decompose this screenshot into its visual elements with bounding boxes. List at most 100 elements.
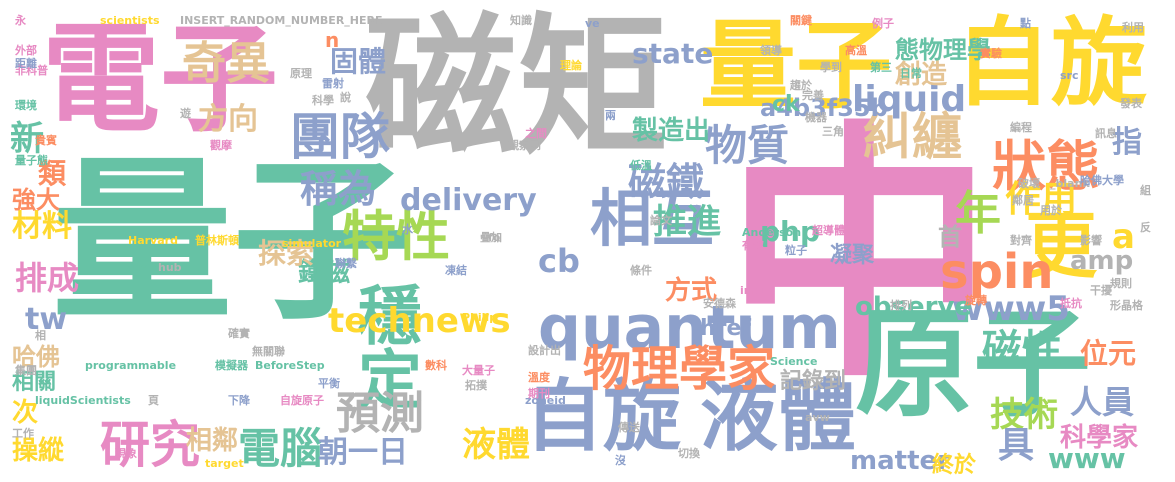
word: 奇異 [182, 38, 270, 89]
word: 磁矩 [365, 0, 669, 176]
word: 材料 [12, 209, 72, 244]
word: 設計出 [528, 344, 561, 357]
word: Philip [462, 311, 498, 324]
word: 破壞 [1018, 177, 1040, 190]
word: 稱為 [300, 167, 377, 211]
word: 鐵磁 [298, 258, 351, 288]
word: 疊加 [480, 231, 502, 244]
word: 日常 [900, 67, 922, 80]
word: state [632, 37, 714, 70]
word: tw [25, 302, 68, 337]
word: 論文 [650, 214, 672, 227]
word: 期刊 [528, 387, 550, 400]
word: 高溫 [845, 44, 867, 57]
word: 知識 [510, 14, 532, 27]
word: 條件 [630, 264, 652, 277]
word: a [1112, 217, 1135, 257]
word: 觀察到 [508, 139, 541, 152]
word: 規則 [1110, 277, 1132, 290]
word: 說 [340, 91, 351, 104]
word: 相關 [12, 370, 57, 395]
word: 對齊 [1010, 234, 1032, 247]
word: 穩定 [347, 282, 421, 410]
word: 磁性 [982, 327, 1062, 373]
word: 液體 [700, 372, 857, 462]
word: 特性 [342, 205, 450, 268]
word: 溫度 [528, 371, 550, 384]
word: technews [328, 301, 511, 341]
word: 創造 [895, 60, 948, 90]
word: 類 [38, 157, 67, 190]
word: php [760, 215, 821, 248]
word: 自旋 [955, 7, 1147, 119]
word: 關鍵 [790, 14, 812, 27]
word: 編程 [1010, 121, 1032, 134]
word: spin [940, 244, 1054, 300]
word: 有趣 [742, 239, 764, 252]
word: 量子 [52, 141, 413, 344]
word: ck [772, 92, 800, 117]
word: href [700, 316, 752, 341]
word: 觀摩 [210, 139, 232, 152]
word: 三角 [822, 125, 844, 138]
word: 水 [402, 223, 413, 236]
word: 終於 [932, 453, 977, 478]
word: 沒 [615, 454, 626, 467]
word: 無關聯 [252, 345, 285, 358]
word: 電腦 [238, 424, 323, 473]
word: liquidScientists [35, 394, 131, 407]
word: 電子 [42, 10, 279, 148]
word: hub [158, 261, 182, 274]
word: 模擬器 [215, 359, 248, 372]
word: 相 [35, 329, 46, 342]
word: 點 [1020, 17, 1031, 30]
word: 物理學家 [583, 341, 776, 397]
word: 切換 [678, 447, 700, 460]
word: 固體 [330, 45, 387, 78]
word: 科學家 [1060, 423, 1139, 453]
word: 磁鐵 [628, 160, 705, 204]
word: 工作 [12, 427, 34, 440]
word: 態物理學 [895, 36, 991, 64]
word: 次 [12, 398, 39, 428]
word: 量子態 [15, 154, 48, 167]
word: matter [850, 446, 950, 476]
word: img [740, 284, 764, 297]
word: 朝一日 [318, 435, 408, 470]
word: 實驗 [980, 47, 1002, 60]
word: quest [125, 261, 160, 274]
word: 探索 [258, 237, 315, 270]
word: 組 [1140, 184, 1151, 197]
word: programmable [85, 359, 177, 372]
word: 糾纏 [862, 108, 962, 166]
word: 反 [1140, 221, 1151, 234]
word: 遊 [180, 107, 191, 120]
word: 抵抗 [1060, 297, 1082, 310]
word: ve [585, 17, 600, 30]
word: 超導體 [812, 224, 845, 237]
word: a4b3f35b [760, 94, 888, 122]
word: 原理 [290, 67, 312, 80]
word: 旋轉 [965, 294, 987, 307]
word: 大量子 [462, 364, 495, 377]
word: 哈佛 [12, 343, 60, 371]
word: 科學 [312, 94, 334, 107]
word: 推進 [653, 202, 721, 242]
word: 干擾 [1090, 284, 1112, 297]
word: 年 [955, 186, 1001, 240]
word: 預測 [336, 388, 424, 439]
word: 鄰居 [1012, 194, 1034, 207]
word: 確實 [228, 327, 250, 340]
word: liquid [852, 79, 967, 120]
word: 自旋 [525, 372, 682, 462]
word: 集團 [15, 364, 37, 377]
word: target [205, 457, 244, 470]
word: observe [855, 292, 972, 322]
word: 哈佛大學 [1080, 174, 1124, 187]
word: cb [538, 242, 580, 280]
word: delivery [400, 183, 537, 218]
word: 團隊 [290, 108, 390, 166]
word: 位元 [1080, 337, 1137, 370]
word: 液體 [462, 425, 530, 465]
